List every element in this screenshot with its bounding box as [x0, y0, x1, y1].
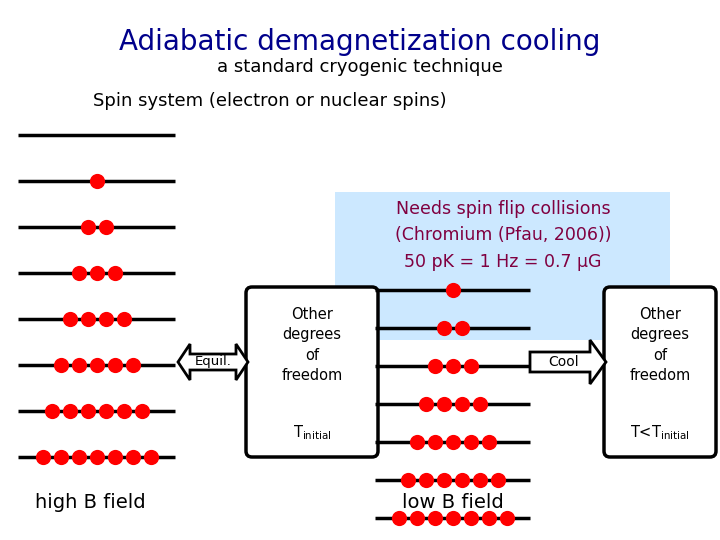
Text: Equil.: Equil.	[194, 355, 231, 368]
Point	[109, 453, 120, 461]
Point	[100, 222, 112, 231]
Point	[446, 286, 458, 294]
Point	[118, 407, 130, 415]
Point	[464, 362, 476, 370]
Text: Other
degrees
of
freedom: Other degrees of freedom	[629, 307, 690, 383]
Point	[109, 361, 120, 369]
Point	[82, 407, 94, 415]
Text: a standard cryogenic technique: a standard cryogenic technique	[217, 58, 503, 76]
Point	[438, 476, 449, 484]
Text: Spin system (electron or nuclear spins): Spin system (electron or nuclear spins)	[93, 92, 447, 110]
Text: Needs spin flip collisions
(Chromium (Pfau, 2006))
50 pK = 1 Hz = 0.7 μG: Needs spin flip collisions (Chromium (Pf…	[395, 200, 611, 271]
Point	[438, 323, 449, 332]
Point	[37, 453, 48, 461]
Point	[446, 362, 458, 370]
Point	[100, 315, 112, 323]
Point	[82, 315, 94, 323]
Text: Adiabatic demagnetization cooling: Adiabatic demagnetization cooling	[120, 28, 600, 56]
FancyBboxPatch shape	[604, 287, 716, 457]
Point	[118, 315, 130, 323]
Point	[73, 269, 84, 278]
Point	[46, 407, 58, 415]
Point	[100, 407, 112, 415]
Text: Cool: Cool	[549, 355, 580, 369]
Point	[402, 476, 413, 484]
Point	[482, 438, 494, 447]
Text: Other
degrees
of
freedom: Other degrees of freedom	[282, 307, 343, 383]
Polygon shape	[178, 344, 248, 380]
Point	[420, 400, 431, 408]
Point	[474, 476, 485, 484]
Point	[410, 438, 422, 447]
Point	[438, 400, 449, 408]
Point	[446, 514, 458, 522]
Point	[145, 453, 156, 461]
Point	[82, 222, 94, 231]
Point	[73, 453, 84, 461]
Point	[500, 514, 512, 522]
Point	[91, 453, 102, 461]
Point	[109, 269, 120, 278]
Point	[64, 407, 76, 415]
Point	[456, 476, 467, 484]
Point	[73, 361, 84, 369]
Point	[464, 438, 476, 447]
Point	[55, 361, 66, 369]
Point	[446, 438, 458, 447]
Point	[456, 400, 467, 408]
Polygon shape	[530, 340, 606, 384]
Text: T$_{\mathregular{initial}}$: T$_{\mathregular{initial}}$	[293, 424, 331, 442]
Point	[55, 453, 66, 461]
FancyBboxPatch shape	[246, 287, 378, 457]
Point	[428, 362, 440, 370]
Point	[91, 177, 102, 185]
Point	[482, 514, 494, 522]
Text: low B field: low B field	[402, 493, 504, 512]
Point	[91, 269, 102, 278]
Point	[428, 514, 440, 522]
Point	[428, 438, 440, 447]
Point	[420, 476, 431, 484]
Bar	[335, 192, 670, 340]
Text: high B field: high B field	[35, 493, 145, 512]
Point	[136, 407, 148, 415]
Text: T<T$_{\mathregular{initial}}$: T<T$_{\mathregular{initial}}$	[630, 424, 690, 442]
Point	[492, 476, 503, 484]
Point	[410, 514, 422, 522]
Point	[456, 323, 467, 332]
Point	[474, 400, 485, 408]
Point	[91, 361, 102, 369]
Point	[464, 514, 476, 522]
Point	[64, 315, 76, 323]
Point	[392, 514, 404, 522]
Point	[127, 361, 138, 369]
Point	[127, 453, 138, 461]
